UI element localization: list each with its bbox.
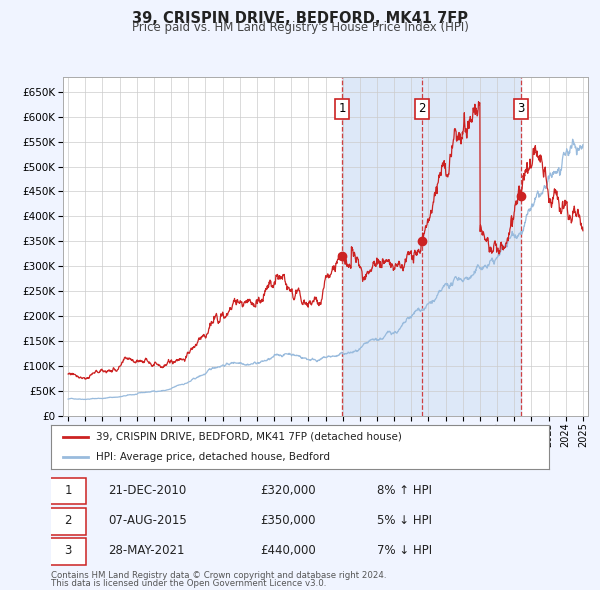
Text: 3: 3 [518, 103, 525, 116]
Text: 8% ↑ HPI: 8% ↑ HPI [377, 484, 432, 497]
Text: 2: 2 [418, 103, 425, 116]
Text: 21-DEC-2010: 21-DEC-2010 [108, 484, 187, 497]
FancyBboxPatch shape [50, 508, 86, 535]
Text: 39, CRISPIN DRIVE, BEDFORD, MK41 7FP: 39, CRISPIN DRIVE, BEDFORD, MK41 7FP [132, 11, 468, 25]
Text: 1: 1 [338, 103, 346, 116]
Text: HPI: Average price, detached house, Bedford: HPI: Average price, detached house, Bedf… [96, 452, 330, 462]
Text: This data is licensed under the Open Government Licence v3.0.: This data is licensed under the Open Gov… [51, 579, 326, 588]
Text: 07-AUG-2015: 07-AUG-2015 [108, 514, 187, 527]
Text: 5% ↓ HPI: 5% ↓ HPI [377, 514, 432, 527]
Text: 2: 2 [64, 514, 71, 527]
Bar [342, 77, 521, 416]
Text: 1: 1 [64, 484, 71, 497]
Text: 39, CRISPIN DRIVE, BEDFORD, MK41 7FP (detached house): 39, CRISPIN DRIVE, BEDFORD, MK41 7FP (de… [96, 432, 401, 442]
Text: £440,000: £440,000 [260, 544, 316, 557]
Text: 7% ↓ HPI: 7% ↓ HPI [377, 544, 433, 557]
FancyBboxPatch shape [50, 538, 86, 565]
Text: Contains HM Land Registry data © Crown copyright and database right 2024.: Contains HM Land Registry data © Crown c… [51, 571, 386, 580]
Text: Price paid vs. HM Land Registry's House Price Index (HPI): Price paid vs. HM Land Registry's House … [131, 21, 469, 34]
Text: 3: 3 [64, 544, 71, 557]
Text: £320,000: £320,000 [260, 484, 316, 497]
FancyBboxPatch shape [50, 478, 86, 504]
Text: 28-MAY-2021: 28-MAY-2021 [108, 544, 185, 557]
Text: £350,000: £350,000 [260, 514, 316, 527]
